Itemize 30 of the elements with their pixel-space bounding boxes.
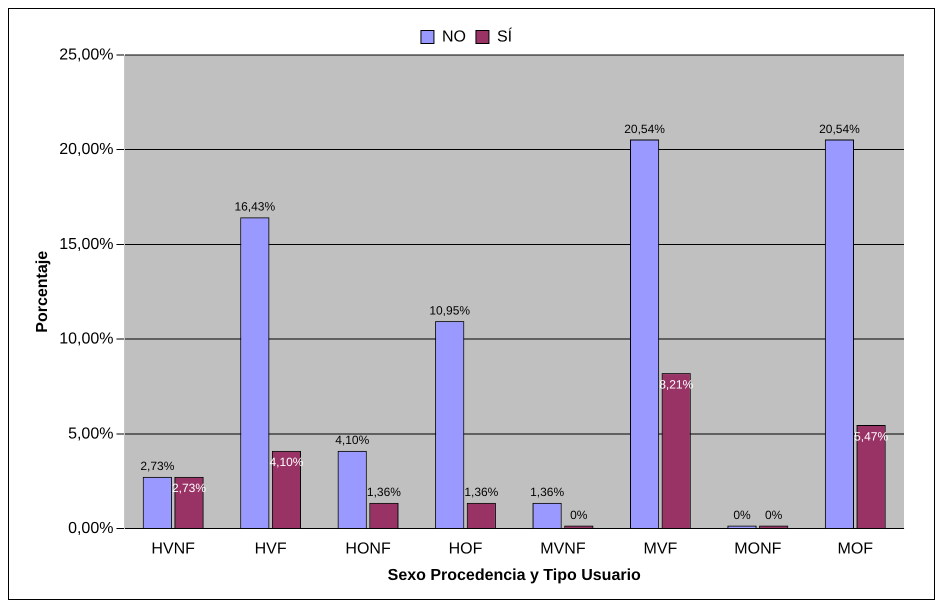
y-tick-label: 5,00% <box>68 425 114 442</box>
x-tick-label: HONF <box>345 540 391 558</box>
y-tick-label: 20,00% <box>59 141 114 158</box>
data-label: 16,43% <box>234 200 276 214</box>
x-tick-label: HVNF <box>151 540 196 558</box>
data-label: 20,54% <box>624 122 666 136</box>
y-axis-title: Porcentaje <box>34 250 52 333</box>
x-tick-label: HOF <box>448 540 483 558</box>
data-label: 20,54% <box>819 122 860 136</box>
y-tick-label: 0,00% <box>68 520 114 538</box>
y-tick-label: 15,00% <box>59 236 114 253</box>
x-tick-label: MVNF <box>540 540 586 558</box>
data-label: 1,36% <box>530 485 564 500</box>
data-label: 4,10% <box>335 433 370 448</box>
data-label: 0% <box>765 508 783 522</box>
y-tick-label: 25,00% <box>59 46 114 64</box>
x-tick-label: MONF <box>734 540 782 558</box>
legend-label: SÍ <box>496 27 513 46</box>
y-tick-label: 10,00% <box>59 330 114 348</box>
data-label: 1,36% <box>366 485 402 500</box>
data-label: 1,36% <box>464 485 499 500</box>
x-tick-label: MVF <box>644 540 678 558</box>
x-axis-title: Sexo Procedencia y Tipo Usuario <box>388 566 642 584</box>
data-label: 0% <box>733 508 752 522</box>
data-label: 10,95% <box>429 303 470 318</box>
x-tick-label: MOF <box>838 540 874 558</box>
legend-label: NO <box>442 28 466 46</box>
x-tick-label: HVF <box>254 540 287 558</box>
data-label: 0% <box>570 508 588 522</box>
data-label: 2,73% <box>140 459 175 474</box>
